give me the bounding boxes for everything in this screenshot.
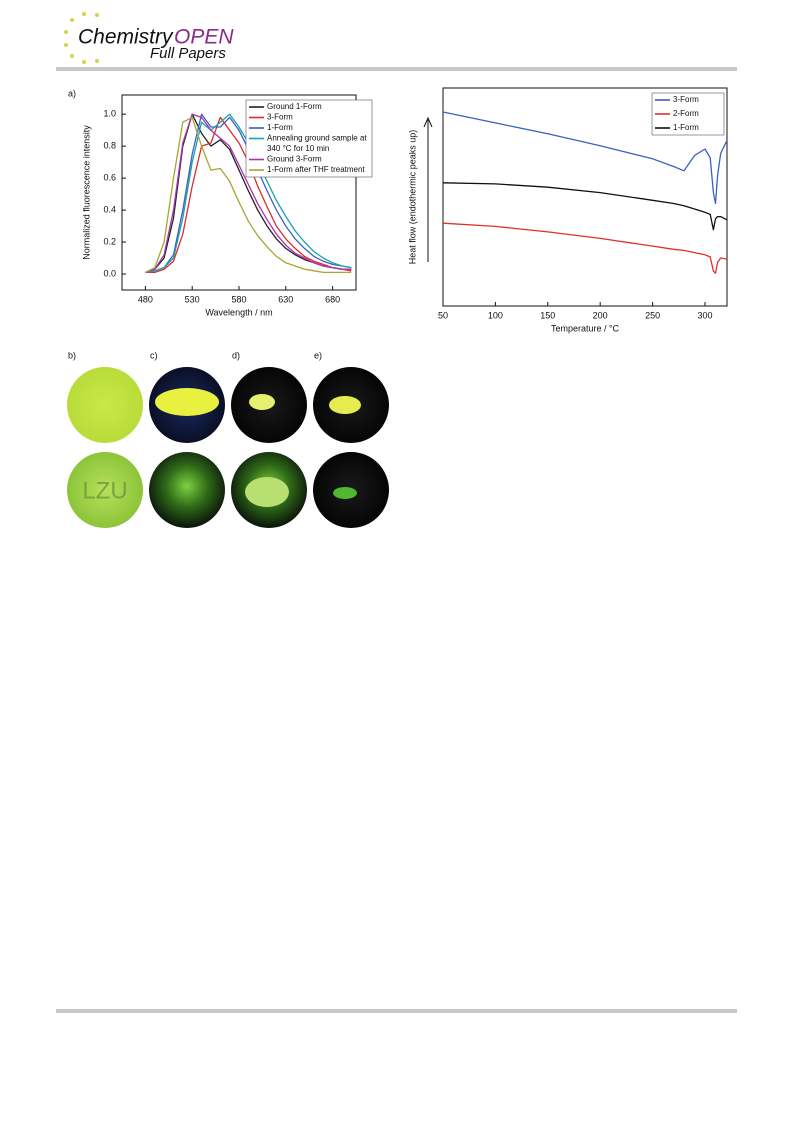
series-line	[442, 111, 728, 205]
panel-label: a)	[68, 88, 76, 98]
journal-name: Chemistry	[78, 26, 174, 49]
x-tick-label: 680	[325, 294, 340, 304]
plot-frame	[442, 87, 728, 307]
legend-label: 1-Form	[673, 123, 699, 132]
series-line	[145, 116, 352, 274]
x-axis-title: Wavelength / nm	[205, 307, 272, 317]
legend-label: Ground 1-Form	[267, 102, 322, 111]
y-tick-label: 0.0	[103, 268, 116, 278]
header-rule	[56, 67, 737, 71]
legend-label: Annealing ground sample at 340 °C for 10 …	[267, 134, 367, 154]
legend-label: 1-Form after THF treatment	[267, 165, 365, 174]
y-tick-label: 0.2	[103, 236, 116, 246]
y-axis-title: Heat flow (endothermic peaks up)	[407, 130, 417, 265]
x-tick-label: 150	[540, 310, 555, 320]
legend-box	[245, 99, 373, 178]
footer-rule	[56, 1009, 737, 1013]
section-title: Full Papers	[150, 45, 226, 62]
legend-label: 3-Form	[267, 113, 293, 122]
legend-label: 2-Form	[673, 109, 699, 118]
y-tick-label: 0.8	[103, 141, 116, 151]
x-tick-label: 200	[593, 310, 608, 320]
y-axis-title: Normalized fluorescence intensity	[81, 125, 91, 260]
x-tick-label: 50	[438, 310, 448, 320]
legend-label: Ground 3-Form	[267, 155, 322, 164]
legend-label: 3-Form	[673, 95, 699, 104]
legend: 3-Form 2-Form 1-Form	[651, 92, 725, 136]
x-tick-label: 300	[697, 310, 712, 320]
panel-label: e)	[314, 350, 322, 360]
panel-label: d)	[232, 350, 240, 360]
series-line	[145, 113, 352, 274]
y-tick-label: 1.0	[103, 109, 116, 119]
axis-arrow	[423, 116, 433, 262]
photo-text: LZU	[82, 477, 127, 504]
photo-grid: LZU	[67, 367, 389, 528]
journal-open: OPEN	[174, 26, 234, 49]
x-tick-label: 100	[488, 310, 503, 320]
x-tick-label: 480	[138, 294, 153, 304]
header-logo: Chemistry OPEN Full Papers	[64, 12, 234, 64]
panel-label: b)	[68, 350, 76, 360]
legend-label: 1-Form	[267, 123, 293, 132]
y-tick-label: 0.6	[103, 172, 116, 182]
panel-label: c)	[150, 350, 158, 360]
y-tick-label: 0.4	[103, 204, 116, 214]
x-tick-label: 580	[231, 294, 246, 304]
x-axis-title: Temperature / °C	[551, 323, 620, 333]
x-tick-label: 630	[278, 294, 293, 304]
x-tick-label: 530	[185, 294, 200, 304]
series-line	[442, 182, 728, 231]
x-tick-label: 250	[645, 310, 660, 320]
series-line	[442, 222, 728, 274]
